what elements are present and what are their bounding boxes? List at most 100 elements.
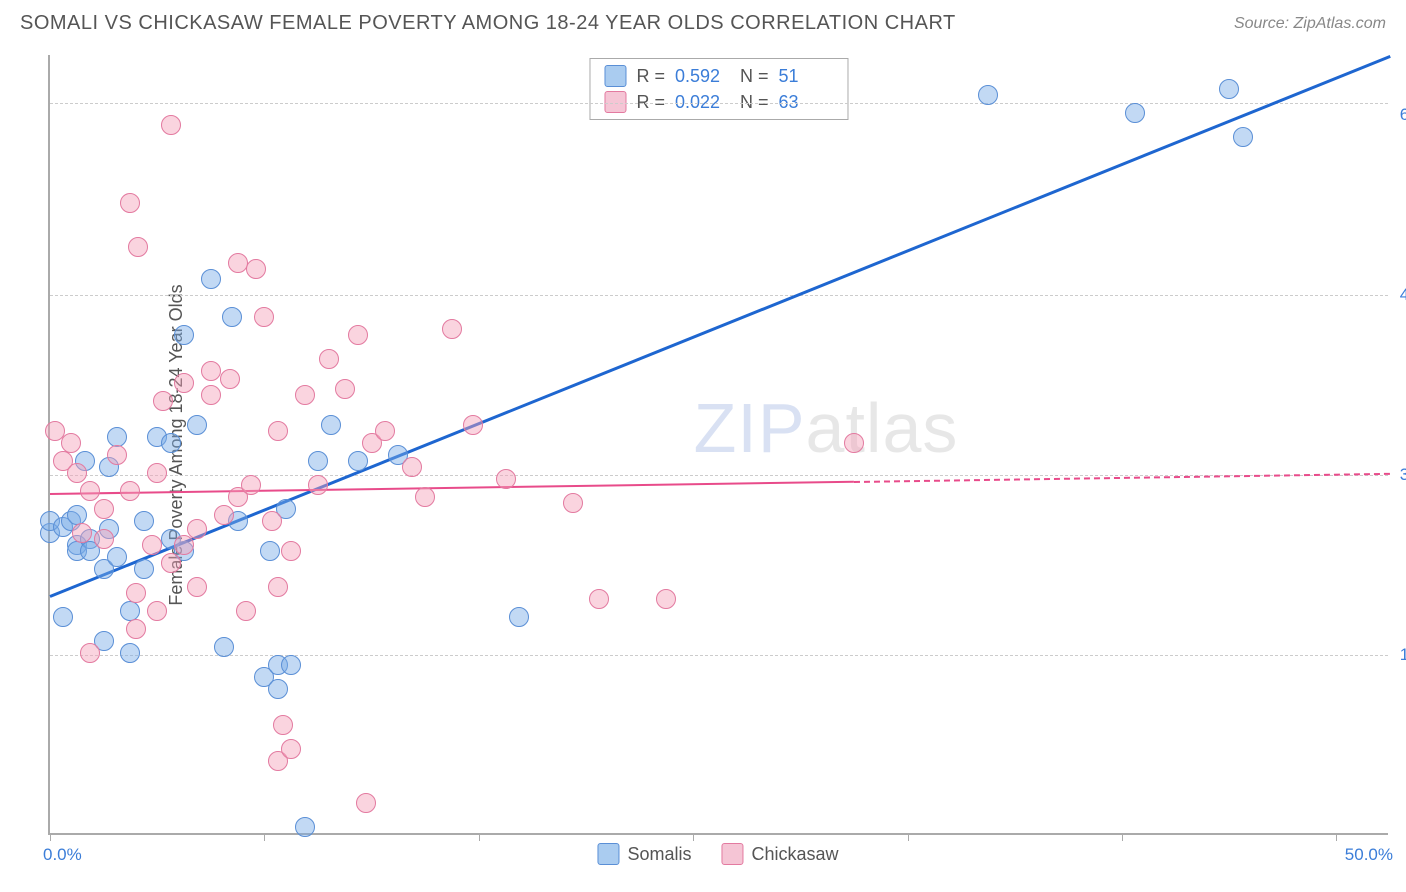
r-value: 0.592 <box>675 66 730 87</box>
data-point-chickasaw <box>563 493 583 513</box>
data-point-somalis <box>214 637 234 657</box>
data-point-somalis <box>281 655 301 675</box>
data-point-somalis <box>1233 127 1253 147</box>
r-value: 0.022 <box>675 92 730 113</box>
r-label: R = <box>636 66 665 87</box>
y-axis-label: 30.0% <box>1400 465 1406 485</box>
data-point-somalis <box>53 607 73 627</box>
data-point-chickasaw <box>442 319 462 339</box>
n-label: N = <box>740 92 769 113</box>
data-point-chickasaw <box>415 487 435 507</box>
data-point-chickasaw <box>319 349 339 369</box>
data-point-chickasaw <box>220 369 240 389</box>
data-point-chickasaw <box>80 643 100 663</box>
chart-title: SOMALI VS CHICKASAW FEMALE POVERTY AMONG… <box>20 12 956 35</box>
data-point-chickasaw <box>187 519 207 539</box>
data-point-chickasaw <box>268 577 288 597</box>
x-axis-max-label: 50.0% <box>1345 845 1393 865</box>
chart-container: Female Poverty Among 18-24 Year Olds ZIP… <box>48 55 1388 835</box>
data-point-chickasaw <box>80 481 100 501</box>
gridline <box>50 295 1388 296</box>
n-value: 63 <box>779 92 834 113</box>
data-point-somalis <box>201 269 221 289</box>
x-tick <box>1122 833 1123 841</box>
data-point-chickasaw <box>201 361 221 381</box>
data-point-chickasaw <box>463 415 483 435</box>
data-point-chickasaw <box>187 577 207 597</box>
chart-header: SOMALI VS CHICKASAW FEMALE POVERTY AMONG… <box>0 0 1406 43</box>
data-point-chickasaw <box>201 385 221 405</box>
data-point-chickasaw <box>94 499 114 519</box>
data-point-chickasaw <box>126 619 146 639</box>
data-point-chickasaw <box>153 391 173 411</box>
r-label: R = <box>636 92 665 113</box>
data-point-chickasaw <box>656 589 676 609</box>
data-point-chickasaw <box>161 553 181 573</box>
x-tick <box>50 833 51 841</box>
data-point-chickasaw <box>262 511 282 531</box>
stats-row-somalis: R = 0.592 N = 51 <box>604 63 833 89</box>
gridline <box>50 103 1388 104</box>
data-point-chickasaw <box>268 421 288 441</box>
legend-item-chickasaw: Chickasaw <box>722 843 839 865</box>
data-point-chickasaw <box>308 475 328 495</box>
data-point-somalis <box>268 679 288 699</box>
data-point-somalis <box>174 325 194 345</box>
regression-line-somalis <box>49 55 1390 598</box>
data-point-somalis <box>187 415 207 435</box>
swatch-icon <box>604 65 626 87</box>
watermark-zip: ZIP <box>694 389 806 467</box>
data-point-somalis <box>260 541 280 561</box>
gridline <box>50 655 1388 656</box>
plot-area: ZIPatlas R = 0.592 N = 51 R = 0.022 N = 63 <box>48 55 1388 835</box>
data-point-somalis <box>295 817 315 837</box>
swatch-icon <box>722 843 744 865</box>
data-point-chickasaw <box>67 463 87 483</box>
swatch-icon <box>604 91 626 113</box>
data-point-chickasaw <box>402 457 422 477</box>
data-point-chickasaw <box>128 237 148 257</box>
data-point-somalis <box>120 601 140 621</box>
data-point-somalis <box>321 415 341 435</box>
data-point-somalis <box>107 547 127 567</box>
data-point-chickasaw <box>228 253 248 273</box>
data-point-somalis <box>1219 79 1239 99</box>
data-point-chickasaw <box>126 583 146 603</box>
data-point-chickasaw <box>348 325 368 345</box>
data-point-chickasaw <box>107 445 127 465</box>
data-point-chickasaw <box>273 715 293 735</box>
legend-item-somalis: Somalis <box>597 843 691 865</box>
data-point-chickasaw <box>61 433 81 453</box>
n-value: 51 <box>779 66 834 87</box>
data-point-chickasaw <box>120 193 140 213</box>
data-point-chickasaw <box>236 601 256 621</box>
watermark: ZIPatlas <box>694 388 959 468</box>
data-point-chickasaw <box>844 433 864 453</box>
data-point-somalis <box>120 643 140 663</box>
data-point-somalis <box>1125 103 1145 123</box>
x-tick <box>1336 833 1337 841</box>
legend: Somalis Chickasaw <box>597 843 838 865</box>
data-point-chickasaw <box>174 373 194 393</box>
swatch-icon <box>597 843 619 865</box>
data-point-chickasaw <box>295 385 315 405</box>
data-point-somalis <box>134 511 154 531</box>
stats-row-chickasaw: R = 0.022 N = 63 <box>604 89 833 115</box>
data-point-chickasaw <box>174 535 194 555</box>
watermark-atlas: atlas <box>806 389 959 467</box>
legend-label: Chickasaw <box>752 844 839 865</box>
data-point-somalis <box>308 451 328 471</box>
regression-line-chickasaw <box>50 481 854 495</box>
data-point-chickasaw <box>335 379 355 399</box>
data-point-somalis <box>134 559 154 579</box>
data-point-chickasaw <box>214 505 234 525</box>
data-point-chickasaw <box>281 541 301 561</box>
x-tick <box>908 833 909 841</box>
data-point-chickasaw <box>72 523 92 543</box>
data-point-chickasaw <box>375 421 395 441</box>
x-tick <box>693 833 694 841</box>
data-point-somalis <box>978 85 998 105</box>
n-label: N = <box>740 66 769 87</box>
x-axis-min-label: 0.0% <box>43 845 82 865</box>
x-tick <box>264 833 265 841</box>
